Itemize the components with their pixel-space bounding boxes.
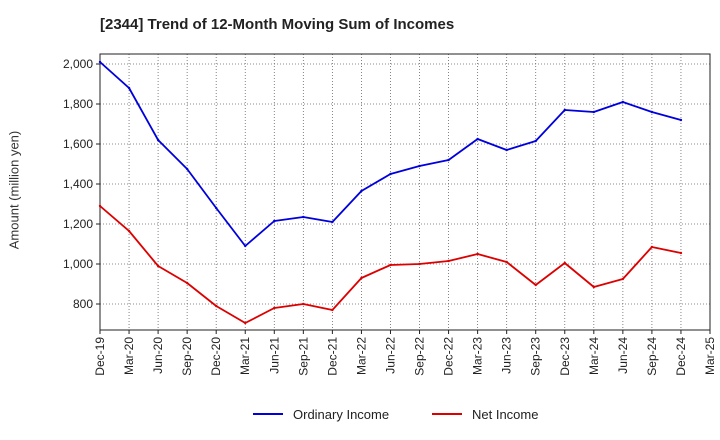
data-point-net-income <box>98 204 102 208</box>
x-tick-label: Jun-21 <box>267 337 281 374</box>
x-tick-label: Mar-25 <box>703 337 717 375</box>
data-point-ordinary-income <box>476 137 479 141</box>
chart-title: [2344] Trend of 12-Month Moving Sum of I… <box>100 16 455 33</box>
data-point-net-income <box>418 262 421 266</box>
data-point-ordinary-income <box>563 108 566 112</box>
x-tick-label: Dec-24 <box>674 337 688 376</box>
data-point-ordinary-income <box>418 164 421 168</box>
data-point-ordinary-income <box>360 189 363 193</box>
x-tick-label: Dec-20 <box>209 337 223 376</box>
x-tick-label: Dec-21 <box>325 337 339 376</box>
x-tick-label: Jun-23 <box>500 337 514 374</box>
data-point-ordinary-income <box>156 138 160 142</box>
x-tick-label: Sep-24 <box>645 337 659 376</box>
data-point-ordinary-income <box>621 100 625 104</box>
data-point-net-income <box>156 264 160 268</box>
x-tick-label: Mar-23 <box>471 337 485 375</box>
y-tick-label: 1,200 <box>63 217 93 231</box>
x-tick-label: Sep-21 <box>296 337 310 376</box>
data-point-net-income <box>360 276 363 280</box>
data-point-ordinary-income <box>127 86 131 90</box>
data-point-net-income <box>244 321 247 325</box>
x-tick-label: Mar-20 <box>122 337 136 375</box>
data-point-ordinary-income <box>389 172 392 176</box>
data-point-ordinary-income <box>302 215 305 219</box>
x-tick-label: Mar-21 <box>238 337 252 375</box>
x-tick-label: Dec-22 <box>442 337 456 376</box>
data-point-ordinary-income <box>534 139 537 143</box>
x-tick-label: Jun-24 <box>616 337 630 374</box>
data-point-ordinary-income <box>505 148 508 152</box>
data-point-ordinary-income <box>679 118 683 122</box>
data-point-ordinary-income <box>244 244 247 248</box>
legend-label-net-income: Net Income <box>472 407 538 422</box>
legend-label-ordinary-income: Ordinary Income <box>293 407 389 422</box>
data-point-ordinary-income <box>273 219 276 223</box>
y-tick-label: 1,800 <box>63 97 93 111</box>
plot-frame <box>99 53 711 331</box>
data-point-net-income <box>302 302 305 306</box>
x-tick-label: Dec-19 <box>93 337 107 376</box>
y-tick-label: 1,400 <box>63 177 93 191</box>
x-tick-label: Sep-23 <box>529 337 543 376</box>
data-point-ordinary-income <box>214 206 218 210</box>
data-point-net-income <box>563 261 566 265</box>
data-point-net-income <box>505 260 508 264</box>
x-tick-label: Mar-22 <box>354 337 368 375</box>
x-tick-label: Sep-20 <box>180 337 194 376</box>
data-point-net-income <box>592 285 596 289</box>
data-point-net-income <box>621 277 625 281</box>
x-tick-label: Jun-22 <box>383 337 397 374</box>
data-point-ordinary-income <box>185 167 189 171</box>
x-tick-label: Mar-24 <box>587 337 601 375</box>
data-point-net-income <box>389 263 392 267</box>
data-point-net-income <box>214 304 218 308</box>
y-tick-label: 800 <box>73 297 93 311</box>
data-point-net-income <box>331 308 334 312</box>
data-point-net-income <box>650 245 654 249</box>
data-point-net-income <box>476 252 479 256</box>
y-tick-label: 1,600 <box>63 137 93 151</box>
data-point-ordinary-income <box>650 110 654 114</box>
data-point-ordinary-income <box>98 60 102 64</box>
x-tick-label: Sep-22 <box>413 337 427 376</box>
y-tick-label: 2,000 <box>63 57 93 71</box>
data-point-net-income <box>185 281 189 285</box>
data-point-net-income <box>447 259 450 263</box>
data-point-ordinary-income <box>447 158 450 162</box>
data-point-ordinary-income <box>331 220 334 224</box>
x-tick-label: Jun-20 <box>151 337 165 374</box>
x-tick-label: Dec-23 <box>558 337 572 376</box>
data-point-net-income <box>273 306 276 310</box>
data-point-net-income <box>127 229 131 233</box>
data-point-net-income <box>679 251 683 255</box>
data-point-net-income <box>534 283 537 287</box>
data-point-ordinary-income <box>592 110 596 114</box>
y-tick-label: 1,000 <box>63 257 93 271</box>
